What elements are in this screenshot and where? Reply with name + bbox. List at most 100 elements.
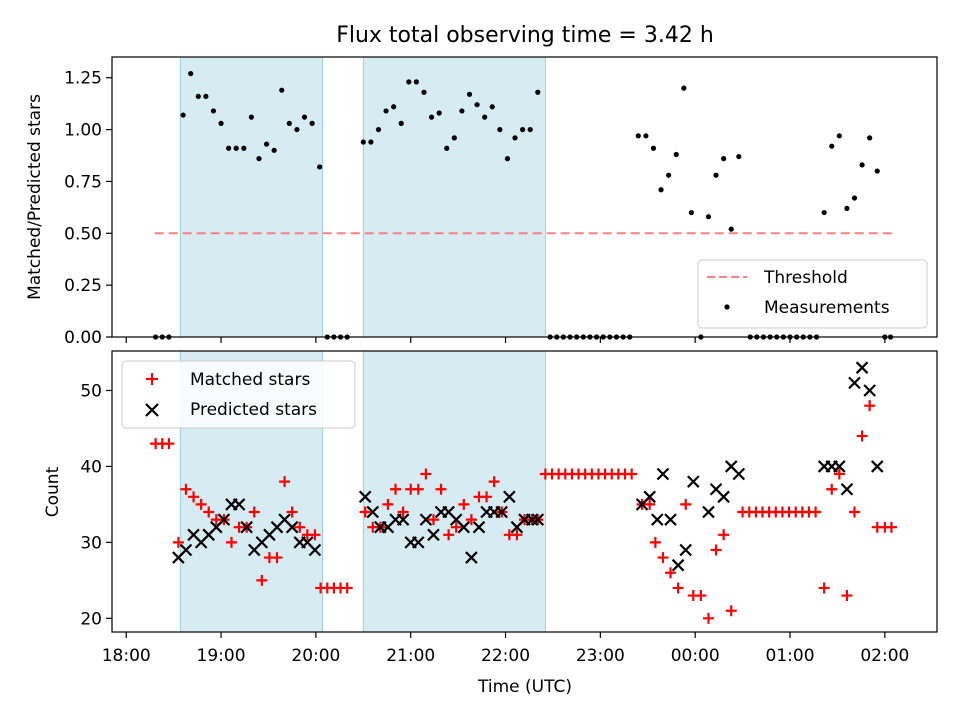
matched-stars-point bbox=[225, 536, 237, 548]
measurement-point bbox=[821, 209, 827, 216]
measurement-point bbox=[867, 135, 873, 141]
bottom-axes-frame bbox=[111, 350, 938, 633]
x-tick-label: 21:00 bbox=[386, 646, 435, 666]
bottom-y-axis: 20 30 40 50 bbox=[80, 381, 112, 629]
measurement-point bbox=[520, 126, 526, 133]
matched-stars-point bbox=[702, 612, 714, 624]
matched-stars-point bbox=[657, 552, 669, 564]
measurement-point bbox=[444, 145, 450, 151]
predicted-stars-point bbox=[358, 490, 372, 504]
matched-stars-point bbox=[511, 529, 523, 541]
measurement-point bbox=[360, 139, 366, 145]
predicted-stars-point bbox=[671, 558, 685, 572]
y-tick-label: 0.00 bbox=[64, 328, 102, 348]
measurement-point bbox=[391, 104, 397, 110]
matched-stars-point bbox=[644, 498, 656, 510]
measurement-point bbox=[643, 133, 649, 139]
predicted-stars-point bbox=[531, 513, 545, 526]
x-axis-label: Time (UTC) bbox=[477, 677, 572, 697]
x-tick-label: 19:00 bbox=[197, 646, 246, 666]
matched-stars-point bbox=[458, 498, 470, 510]
matched-stars-point bbox=[420, 468, 432, 480]
matched-stars-point bbox=[309, 529, 321, 541]
top-observing-intervals bbox=[179, 56, 546, 338]
bottom-y-axis-label: Count bbox=[43, 466, 63, 517]
measurement-point bbox=[451, 135, 457, 141]
measurement-point bbox=[859, 162, 865, 168]
predicted-stars-series bbox=[172, 361, 884, 572]
matched-stars-point bbox=[465, 514, 477, 526]
measurement-point bbox=[474, 102, 480, 108]
matched-stars-point bbox=[195, 498, 207, 510]
measurement-point bbox=[279, 87, 285, 93]
predicted-stars-point bbox=[833, 460, 846, 473]
predicted-stars-point bbox=[679, 543, 692, 557]
measurement-point bbox=[489, 104, 495, 110]
y-tick-label: 1.25 bbox=[64, 69, 102, 89]
measurement-point bbox=[658, 187, 664, 193]
matched-stars-point bbox=[359, 506, 371, 518]
legend-measurements-swatch bbox=[724, 304, 730, 310]
measurement-point bbox=[535, 89, 541, 95]
bottom-legend: Matched stars Predicted stars bbox=[121, 360, 356, 429]
measurement-point bbox=[736, 153, 742, 160]
measurement-point bbox=[428, 114, 435, 120]
matched-stars-point bbox=[810, 506, 822, 518]
legend-predicted-swatch bbox=[145, 403, 159, 417]
measurement-point bbox=[666, 172, 672, 178]
matched-stars-point bbox=[203, 506, 215, 518]
predicted-stars-point bbox=[179, 543, 193, 557]
top-legend-frame bbox=[697, 259, 928, 329]
x-tick-label: 22:00 bbox=[481, 646, 530, 666]
predicted-stars-point bbox=[232, 498, 246, 511]
measurement-point bbox=[705, 214, 712, 220]
measurement-point bbox=[713, 172, 719, 178]
predicted-stars-point bbox=[656, 467, 670, 481]
matched-stars-point bbox=[412, 483, 424, 495]
x-tick-label: 00:00 bbox=[671, 646, 720, 666]
legend-threshold-label: Threshold bbox=[763, 268, 848, 288]
predicted-stars-point bbox=[840, 482, 854, 496]
measurement-point bbox=[466, 91, 473, 97]
matched-stars-point bbox=[725, 605, 737, 617]
predicted-stars-point bbox=[643, 490, 656, 504]
measurements-series bbox=[153, 70, 894, 340]
measurement-point bbox=[844, 205, 850, 212]
legend-matched-swatch bbox=[146, 373, 158, 385]
matched-stars-point bbox=[488, 476, 500, 488]
measurement-point bbox=[688, 209, 694, 216]
matched-stars-point bbox=[286, 506, 298, 518]
predicted-stars-point bbox=[427, 528, 440, 542]
matched-stars-point bbox=[626, 468, 638, 480]
top-legend: Threshold Measurements bbox=[697, 259, 928, 329]
predicted-stars-point bbox=[732, 467, 746, 481]
y-tick-label: 0.75 bbox=[64, 172, 102, 192]
top-x-ticks bbox=[125, 337, 886, 343]
predicted-stars-point bbox=[419, 513, 433, 526]
measurement-point bbox=[459, 108, 465, 114]
predicted-stars-point bbox=[457, 520, 471, 534]
matched-stars-point bbox=[841, 590, 853, 602]
matched-stars-point bbox=[826, 483, 838, 495]
measurement-point bbox=[271, 147, 277, 153]
matched-stars-point bbox=[695, 590, 707, 602]
matched-stars-point bbox=[382, 498, 394, 510]
matched-stars-point bbox=[256, 574, 268, 586]
x-tick-label: 23:00 bbox=[576, 646, 625, 666]
measurement-point bbox=[263, 141, 270, 147]
measurement-point bbox=[406, 79, 412, 85]
measurement-point bbox=[728, 226, 734, 232]
measurement-point bbox=[721, 156, 727, 162]
measurement-point bbox=[294, 126, 300, 133]
measurement-point bbox=[195, 93, 201, 100]
measurement-point bbox=[188, 70, 194, 77]
observing-interval-1 bbox=[179, 56, 323, 338]
chart-title: Flux total observing time = 3.42 h bbox=[336, 23, 714, 48]
measurement-point bbox=[317, 164, 323, 170]
measurement-point bbox=[673, 151, 679, 158]
y-tick-label: 30 bbox=[80, 533, 102, 553]
measurement-point bbox=[482, 114, 488, 120]
y-tick-label: 20 bbox=[80, 609, 102, 629]
measurement-point bbox=[497, 126, 503, 133]
predicted-stars-point bbox=[396, 513, 410, 526]
